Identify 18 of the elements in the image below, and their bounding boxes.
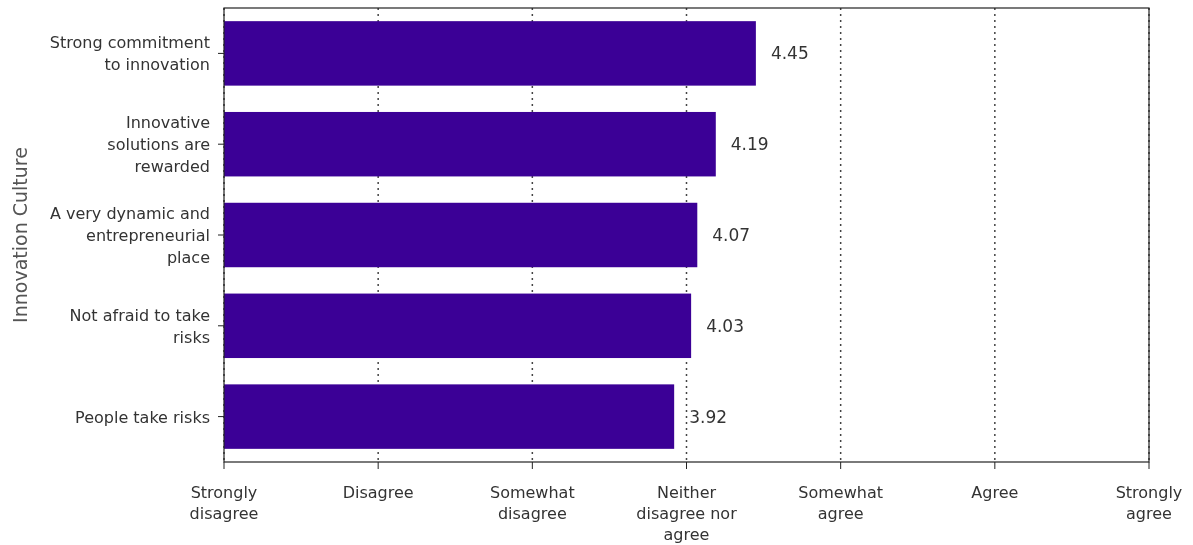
text: Somewhat agree <box>798 483 884 523</box>
text: Disagree <box>342 483 414 502</box>
y-tick-label: A very dynamic and entrepreneurial place <box>49 204 210 267</box>
text: Agree <box>971 483 1019 502</box>
text: Neither disagree nor agree <box>636 483 738 544</box>
data-label: 4.07 <box>712 225 751 245</box>
text: Strongly agree <box>1115 483 1183 523</box>
y-tick-label: Strong commitment to innovation <box>49 33 210 75</box>
y-axis-title: Innovation Culture <box>9 147 31 323</box>
y-tick-label: People take risks <box>75 407 210 427</box>
text: Strongly disagree <box>189 483 259 523</box>
data-label: 4.03 <box>706 315 744 336</box>
data-label: 4.19 <box>730 134 769 155</box>
text: Somewhat disagree <box>489 483 575 523</box>
y-tick-label: Innovative solutions are rewarded <box>107 113 210 177</box>
y-tick-label: Not afraid to take risks <box>69 305 210 347</box>
data-label: 3.92 <box>689 406 728 427</box>
data-label: 4.45 <box>770 43 809 64</box>
